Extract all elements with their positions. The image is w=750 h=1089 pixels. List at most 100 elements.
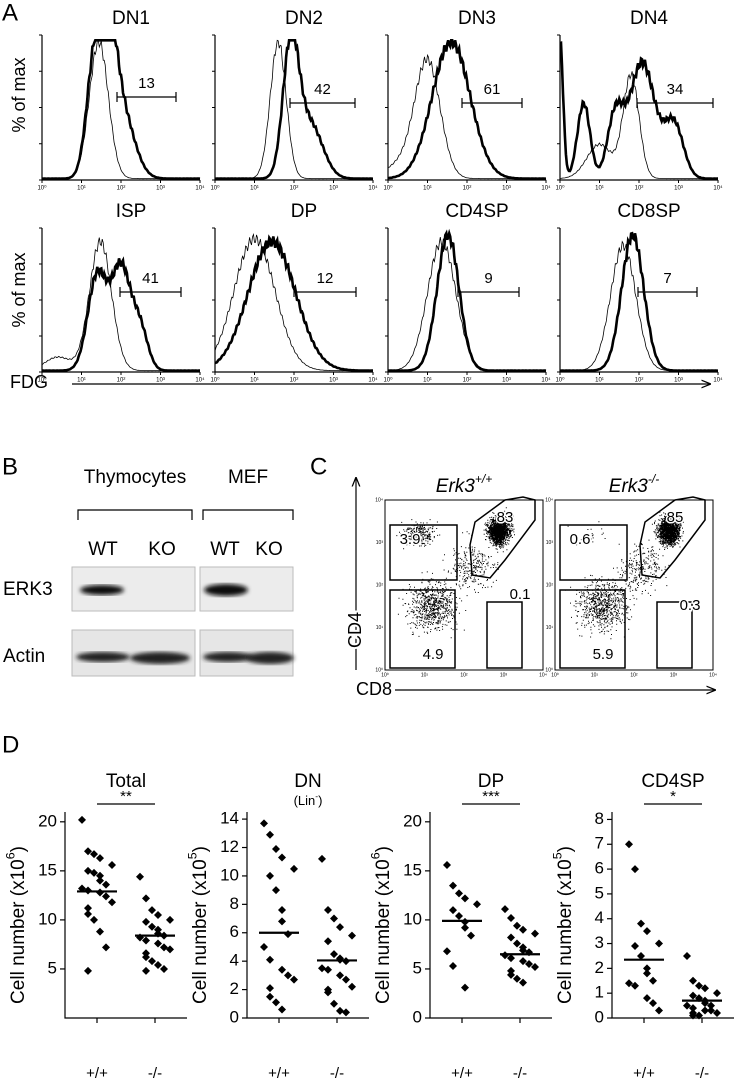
y-tick-label: 10⁴ (375, 497, 383, 503)
y-tick-label: 5 (48, 958, 57, 977)
data-point (519, 925, 527, 934)
x-tick-label: 10⁴ (368, 377, 378, 384)
data-point (443, 947, 451, 956)
y-tick-label: 4 (595, 908, 604, 927)
plot-title: ISP (116, 201, 147, 222)
y-axis-label-tail: ) (555, 846, 576, 852)
y-axis-label-tail: ) (190, 846, 211, 852)
data-point (84, 910, 92, 919)
axes (41, 35, 200, 181)
gate (639, 496, 706, 579)
x-tick-label: 10¹ (250, 186, 259, 192)
y-tick-label: 0 (595, 1007, 604, 1026)
data-point (278, 853, 286, 862)
y-tick-label: 10⁰ (375, 667, 383, 673)
group-label: MEF (228, 467, 268, 488)
data-point (90, 850, 98, 859)
data-point (84, 904, 92, 913)
y-tick-label: 7 (595, 834, 604, 853)
plot-frame (554, 499, 714, 671)
x-tick-label: 10⁰ (555, 185, 565, 192)
x-tick-label: 10⁴ (195, 185, 205, 192)
data-point (290, 975, 298, 984)
data-point (266, 871, 274, 880)
plot-title-text: Erk3 (436, 476, 476, 497)
data-point (102, 943, 110, 952)
x-tick-label: 10¹ (595, 378, 604, 384)
data-point (689, 976, 697, 985)
data-point (342, 1008, 350, 1017)
x-tick-label: -/- (330, 1065, 344, 1082)
x-tick-label: 10¹ (423, 378, 432, 384)
gate (116, 92, 177, 102)
control-histogram (560, 71, 719, 180)
data-point (336, 971, 344, 980)
y-tick-label: 10⁴ (545, 497, 553, 503)
chart-subtitle-tail: ) (318, 793, 322, 808)
plot-title: DN2 (285, 8, 323, 29)
data-point (449, 962, 457, 971)
data-point (148, 922, 156, 931)
data-point (336, 1006, 344, 1015)
x-tick-label: 10³ (500, 672, 508, 678)
x-tick-label: 10³ (329, 186, 338, 192)
y-tick-label: 10⁰ (545, 667, 553, 673)
data-point (148, 957, 156, 966)
data-point (461, 894, 469, 903)
x-tick-label: 10⁴ (368, 185, 378, 192)
plot-title: Erk3-/- (609, 472, 659, 497)
y-tick-label: 10 (403, 909, 422, 928)
y-tick-label: 10 (38, 909, 57, 928)
sample-histogram (215, 39, 373, 181)
data-point (84, 966, 92, 975)
data-point (278, 917, 286, 926)
data-point (631, 981, 639, 990)
data-point (643, 964, 651, 973)
gate (636, 98, 714, 108)
data-point (467, 931, 475, 940)
data-point (260, 942, 268, 951)
gate (119, 287, 182, 297)
data-point (655, 939, 663, 948)
y-tick-label: 10¹ (376, 625, 384, 631)
x-tick-label: 10² (463, 186, 472, 192)
data-point (449, 906, 457, 915)
gate-value: 83 (497, 509, 514, 526)
data-point (336, 923, 344, 932)
y-tick-label: 0 (413, 1007, 422, 1026)
x-tick-label: 10⁴ (713, 185, 723, 192)
data-point (284, 930, 292, 939)
chart-title: DN (294, 771, 321, 792)
data-point (84, 847, 92, 856)
y-tick-label: 6 (595, 859, 604, 878)
plot-title-text: Erk3 (609, 476, 649, 497)
sample-histogram (41, 39, 201, 181)
significance: ** (120, 788, 132, 805)
plot-title: Erk3+/+ (436, 472, 492, 497)
plot-frame (384, 499, 544, 671)
control-histogram (215, 39, 373, 180)
gate (289, 98, 356, 108)
x-tick-label: 10³ (156, 186, 165, 192)
x-tick-label: 10⁰ (383, 377, 393, 384)
x-tick-label: 10¹ (423, 186, 432, 192)
data-point (455, 911, 463, 920)
y-tick-label: 10² (376, 582, 384, 588)
data-point (96, 927, 104, 936)
y-axis-label-sup: 6 (4, 852, 18, 859)
gate (559, 524, 628, 581)
y-axis-label-tail: ) (8, 846, 29, 852)
x-tick-label: 10¹ (595, 186, 604, 192)
gate (293, 287, 357, 297)
data-point (324, 988, 332, 997)
plot-title-sup: -/- (648, 472, 659, 486)
data-point (507, 954, 515, 963)
group-label: Thymocytes (84, 467, 186, 488)
y-axis-label: Cell number (x106) (369, 846, 394, 1004)
x-tick-label: 10² (635, 378, 644, 384)
y-axis-label-text: Cell number (x10 (555, 859, 576, 1004)
y-axis-label-text: Cell number (x10 (190, 859, 211, 1004)
x-tick-label: 10³ (674, 378, 683, 384)
row-label: Actin (3, 646, 45, 667)
